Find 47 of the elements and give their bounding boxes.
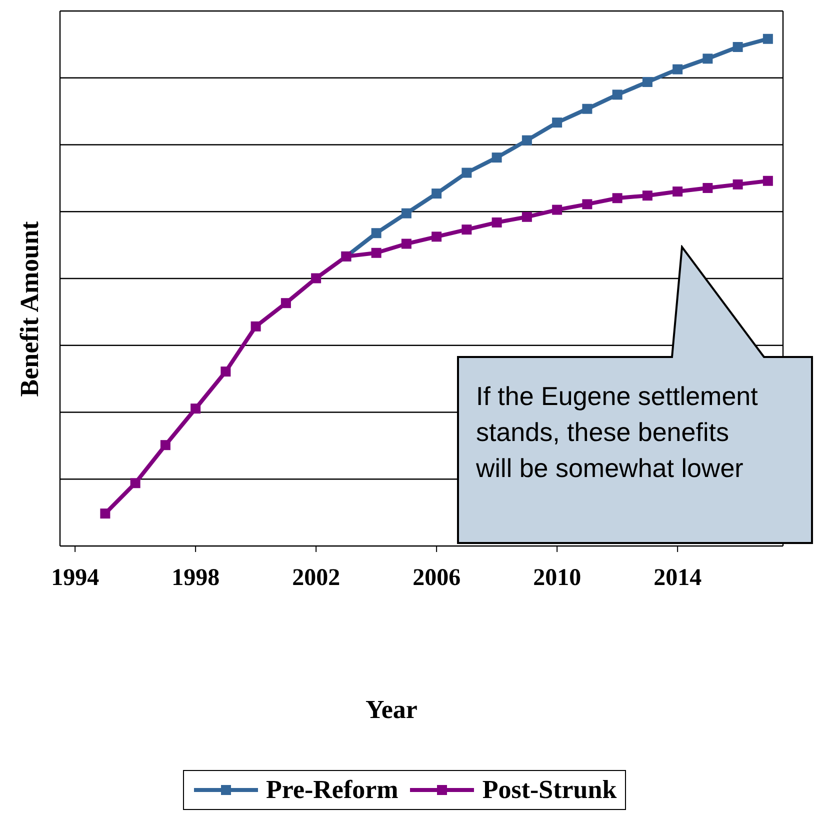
point (432, 188, 442, 199)
x-tick-label: 1994 (51, 565, 100, 592)
point (702, 54, 713, 64)
point (582, 104, 592, 114)
point (462, 168, 472, 178)
point (401, 238, 412, 249)
point (672, 186, 683, 197)
x-tick-label: 2006 (412, 565, 461, 592)
point (160, 440, 170, 450)
point (612, 193, 622, 204)
point (672, 64, 683, 74)
point (522, 135, 532, 146)
point (250, 321, 261, 332)
y-axis-title: Benefit Amount (15, 220, 45, 396)
x-tick-label: 2014 (654, 565, 702, 592)
point (762, 176, 773, 186)
point (612, 90, 622, 100)
point (762, 34, 773, 44)
point (190, 404, 201, 414)
point (220, 366, 231, 377)
point (100, 508, 110, 519)
point (280, 298, 291, 308)
x-tick-label: 2002 (292, 565, 340, 592)
point (432, 232, 442, 242)
point (642, 76, 652, 87)
point (582, 199, 592, 210)
point (371, 248, 382, 258)
point (371, 228, 382, 238)
annotation: If the Eugene settlement stands, these benefits will be somewhat lower (476, 380, 759, 485)
point (492, 217, 502, 228)
point (732, 42, 743, 52)
point (130, 478, 140, 488)
legend-label: Post-Strunk (482, 775, 617, 805)
point (311, 273, 322, 284)
point (522, 212, 532, 222)
point (552, 204, 562, 215)
point (732, 179, 743, 190)
point (401, 208, 412, 218)
point (552, 118, 562, 128)
point (492, 152, 502, 163)
legend-label: Pre-Reform (266, 775, 398, 805)
point (702, 182, 713, 193)
point (642, 190, 652, 201)
x-axis-title: Year (364, 695, 418, 725)
point (462, 224, 472, 235)
x-tick-label: 2010 (533, 565, 582, 592)
x-tick-label: 1998 (172, 565, 220, 592)
